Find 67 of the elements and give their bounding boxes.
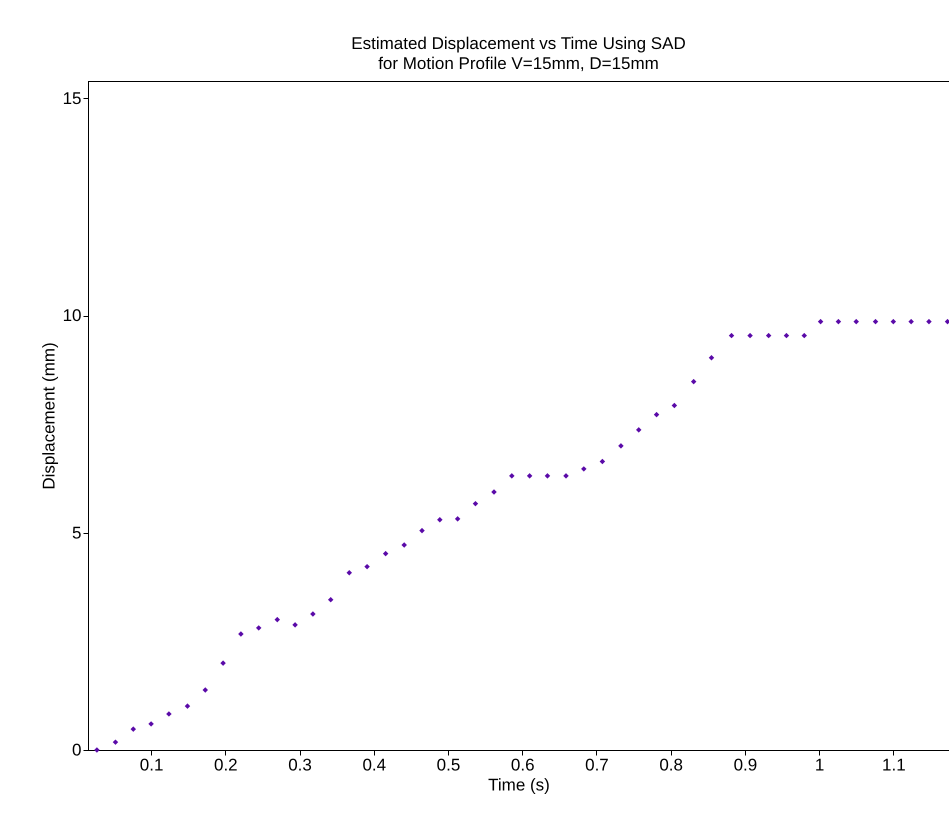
point: [112, 739, 118, 745]
point: [818, 318, 824, 324]
x-tick-label: 0.1: [140, 756, 164, 774]
x-axis-title: Time (s): [488, 776, 550, 794]
point: [890, 318, 896, 324]
chart-title: Estimated Displacement vs Time Using SAD: [351, 34, 686, 53]
point: [872, 318, 878, 324]
x-tick-label: 1.1: [882, 756, 906, 774]
point: [184, 703, 190, 709]
point: [908, 318, 914, 324]
x-tick-label: 0.5: [436, 756, 460, 774]
y-tick-label: 10: [62, 306, 82, 326]
x-tick-label: 0.9: [734, 756, 758, 774]
point: [509, 473, 515, 479]
y-tick-label: 5: [72, 523, 82, 542]
point: [563, 473, 569, 479]
point: [148, 721, 154, 727]
x-tick-label: 0.2: [214, 756, 238, 774]
point: [328, 596, 334, 602]
chart-subtitle: for Motion Profile V=15mm, D=15mm: [378, 54, 659, 73]
point: [836, 318, 842, 324]
point: [437, 517, 443, 522]
point: [94, 747, 100, 753]
point: [708, 354, 714, 360]
point: [292, 622, 298, 628]
point: [454, 516, 460, 522]
point: [491, 489, 497, 495]
point: [238, 631, 244, 637]
x-tick-label: 1: [814, 756, 824, 774]
point: [747, 332, 753, 338]
point: [382, 550, 388, 556]
x-tick-label: 0.3: [288, 756, 312, 774]
point: [618, 443, 624, 449]
x-tick-label: 0.6: [510, 756, 535, 774]
point: [419, 528, 425, 534]
point: [926, 318, 932, 324]
point: [256, 625, 262, 631]
point: [544, 473, 550, 479]
x-tick-label: 0.4: [362, 756, 386, 774]
point: [166, 711, 172, 717]
x-tick-label: 0.7: [585, 756, 609, 774]
point: [364, 564, 370, 570]
y-tick-label: 15: [62, 88, 82, 108]
x-tick-label: 0.8: [659, 756, 683, 774]
y-axis-title: Displacement (mm): [40, 342, 59, 490]
point: [944, 318, 949, 324]
point: [802, 332, 807, 338]
point: [728, 332, 734, 338]
point: [654, 412, 660, 418]
point: [202, 687, 208, 693]
point: [766, 332, 772, 338]
point: [853, 318, 859, 324]
point: [581, 466, 587, 472]
point: [346, 570, 352, 576]
point: [636, 427, 642, 433]
point: [130, 726, 136, 732]
point: [401, 542, 407, 548]
point: [274, 616, 280, 622]
point: [472, 500, 478, 506]
point: [526, 473, 532, 479]
point: [672, 402, 678, 408]
point: [690, 378, 696, 384]
y-tick-label: 0: [72, 740, 82, 760]
point: [784, 332, 790, 338]
point: [600, 458, 606, 464]
point: [220, 660, 226, 666]
point: [310, 611, 316, 617]
